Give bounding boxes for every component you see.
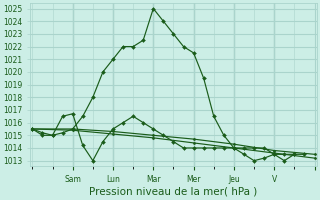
X-axis label: Pression niveau de la mer( hPa ): Pression niveau de la mer( hPa ): [89, 187, 258, 197]
